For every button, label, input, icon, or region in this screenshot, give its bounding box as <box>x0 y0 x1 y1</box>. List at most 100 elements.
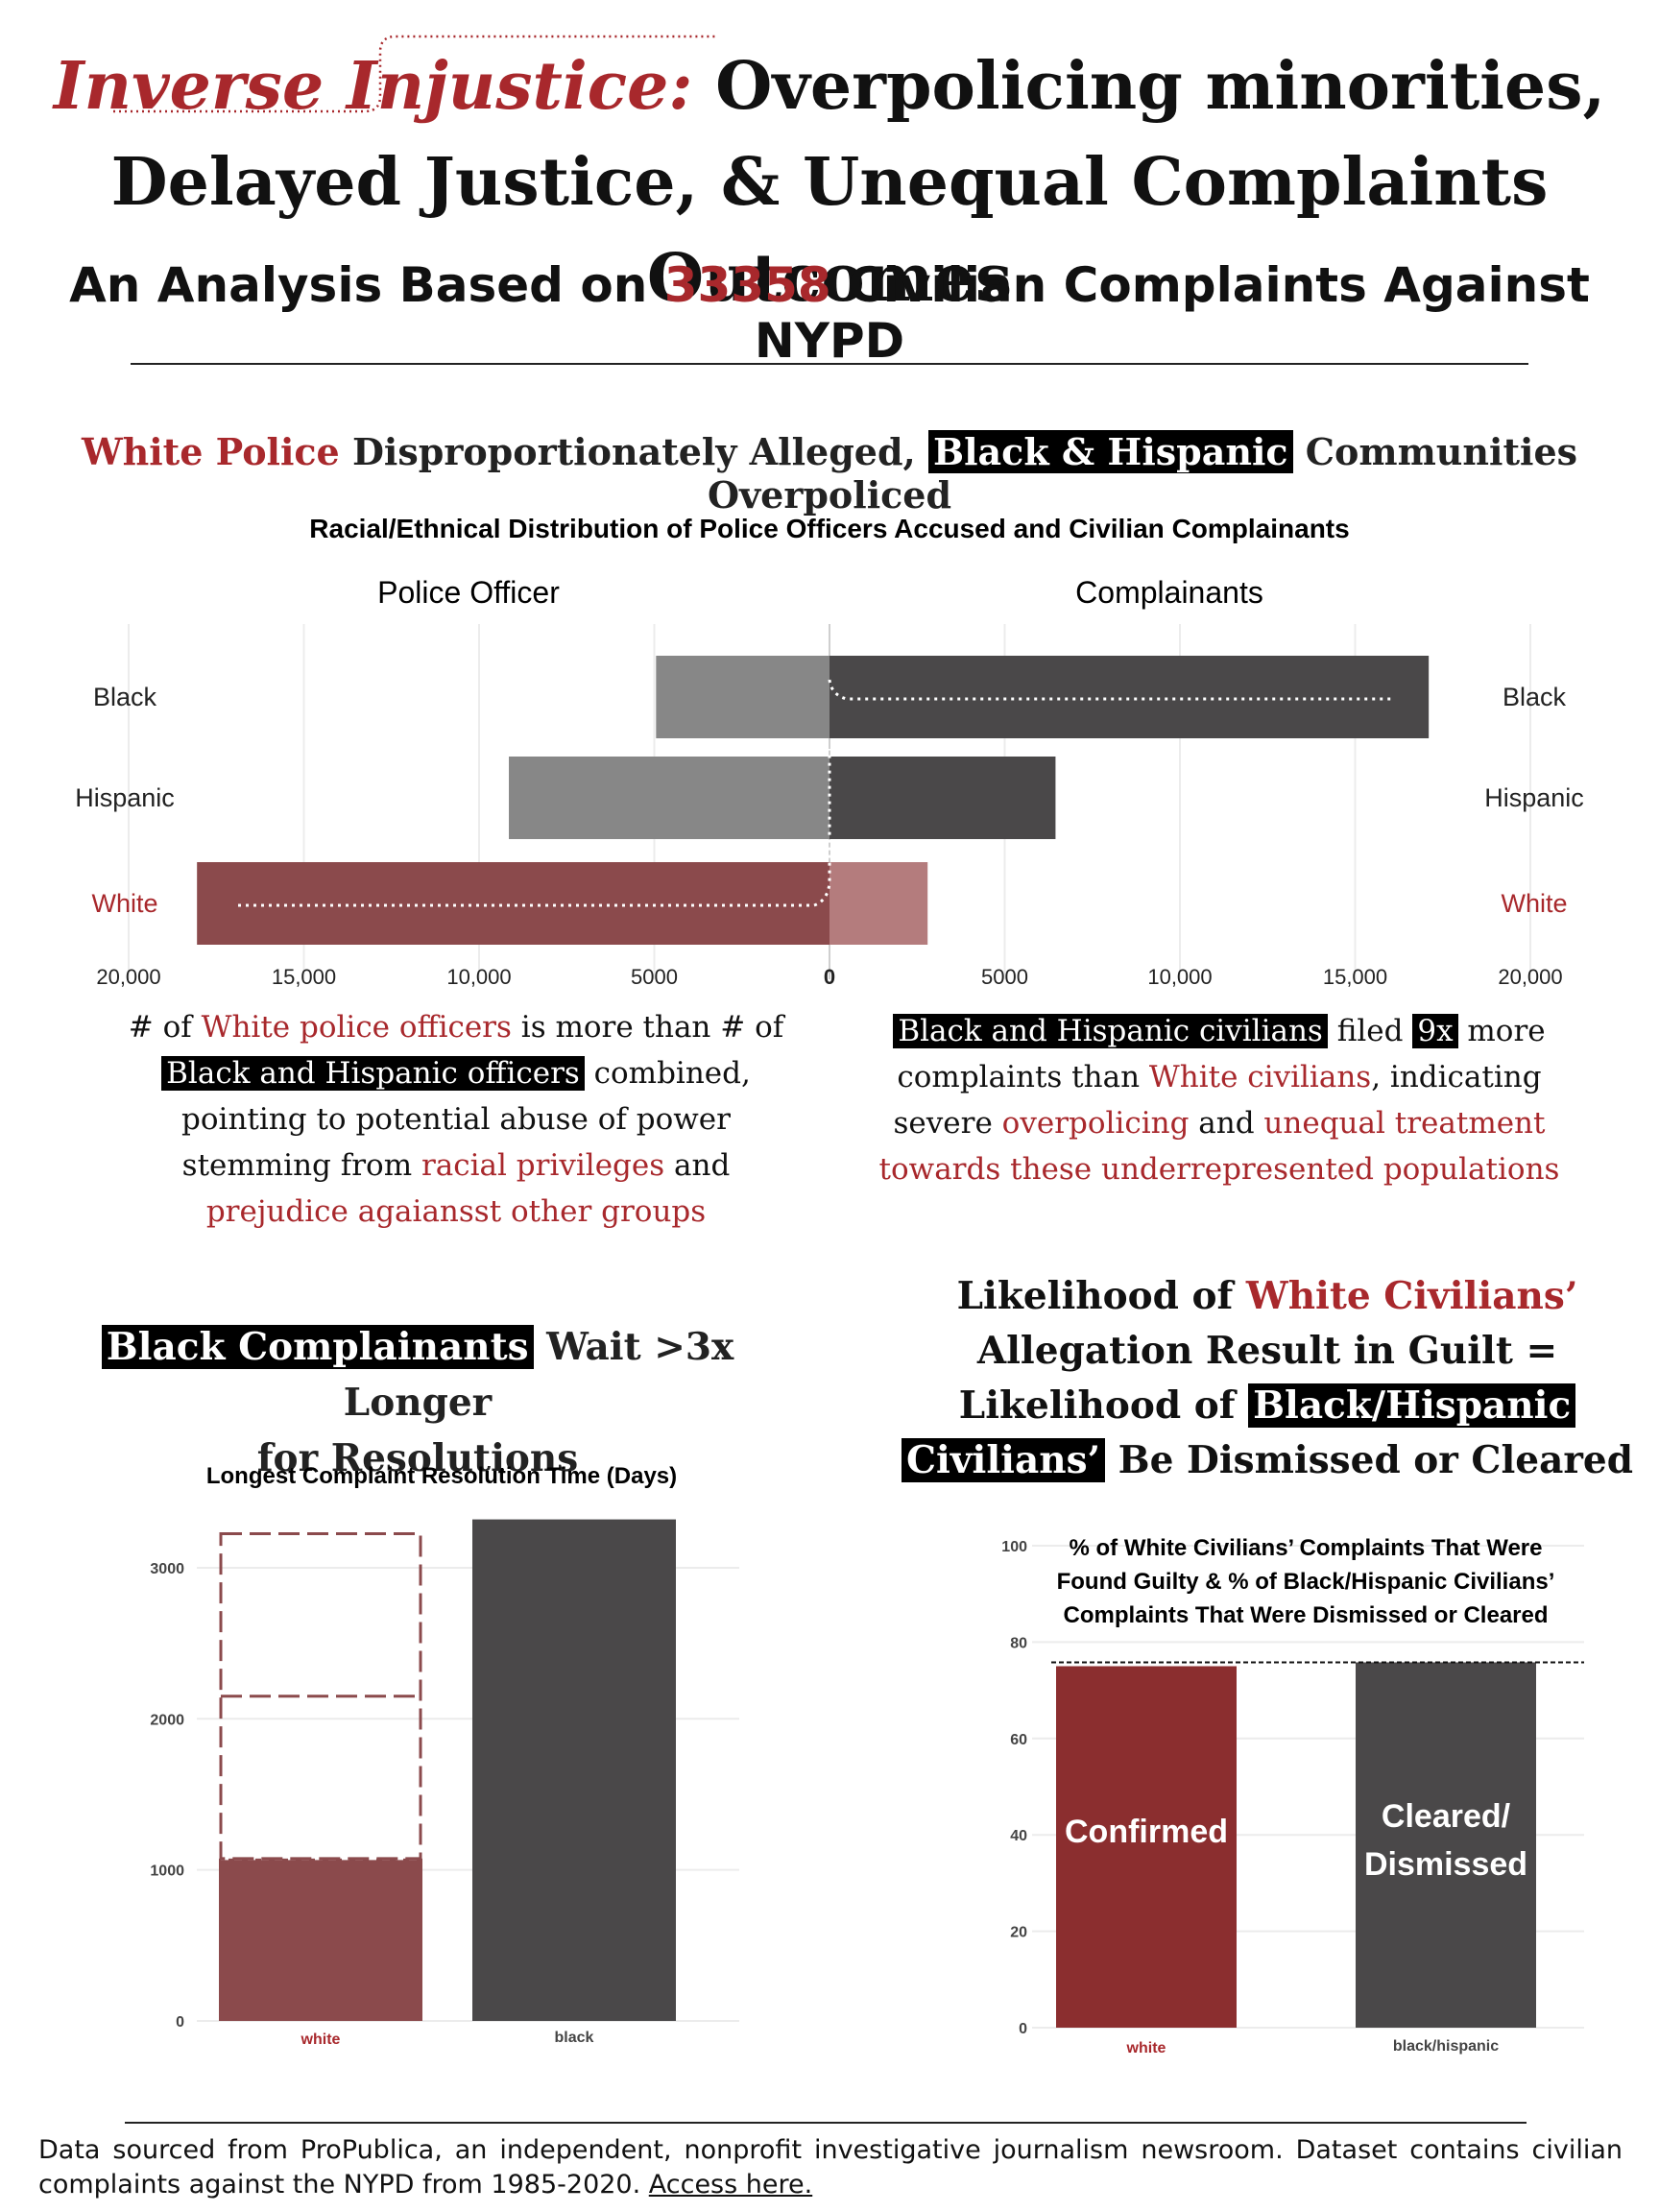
page-title: Inverse Injustice: Overpolicing minoriti… <box>0 38 1659 326</box>
complainant-bar-white <box>830 862 928 945</box>
headline-mid: Disproportionately Alleged, <box>339 430 928 473</box>
chart2-title: Longest Complaint Resolution Time (Days) <box>206 1463 677 1489</box>
s3-white-civilians: White Civilians’ <box>1245 1274 1578 1318</box>
title-line1-rest: Overpolicing minorities, <box>692 48 1606 125</box>
title-line-1: Inverse Injustice: Overpolicing minoriti… <box>0 38 1659 134</box>
outcome-bar-black-hispanic <box>1356 1662 1536 2028</box>
s3-civilians: Civilians’ <box>901 1438 1106 1482</box>
footer-text: Data sourced from ProPublica, an indepen… <box>38 2133 1623 2202</box>
s3-black-hispanic: Black/Hispanic <box>1248 1383 1576 1428</box>
subtitle: An Analysis Based on 33358 Civilian Comp… <box>0 257 1659 369</box>
section3-headline: Likelihood of White Civilians’ Allegatio… <box>864 1269 1659 1488</box>
outcome-bar-label: Confirmed <box>1065 1814 1228 1850</box>
s3-l1-pre: Likelihood of <box>956 1274 1246 1318</box>
subtitle-number: 33358 <box>663 257 831 313</box>
chart3-y-tick: 40 <box>1010 1828 1027 1844</box>
outcome-bar-white <box>1056 1666 1237 2028</box>
lc-p1: # of <box>128 1010 202 1045</box>
lc-p7: and <box>664 1148 731 1183</box>
chart1-x-tick: 15,000 <box>1323 965 1387 989</box>
chart3-y-tick: 100 <box>1001 1539 1027 1555</box>
officer-bar-white <box>197 862 830 945</box>
rc-p2: filed <box>1327 1014 1413 1048</box>
resolution-time-chart: Longest Complaint Resolution Time (Days)… <box>150 1463 739 2048</box>
footer-divider <box>125 2122 1527 2124</box>
triple-wait-outline <box>219 1532 422 1861</box>
section2-rest1: Wait >3x Longer <box>343 1325 734 1425</box>
category-label-left-white: White <box>91 889 157 918</box>
diverging-bar-chart: Racial/Ethnical Distribution of Police O… <box>75 514 1584 989</box>
outcome-likelihood-chart: 0 20 40 60 80 100 Confirmed Cleared/Dismissed wh… <box>1001 1535 1584 2056</box>
chart3-y-tick: 0 <box>1019 2021 1027 2037</box>
section3-line4: Civilians’ Be Dismissed or Cleared <box>864 1433 1659 1488</box>
chart1-left-label: Police Officer <box>377 575 560 610</box>
section2-headline: Black Complainants Wait >3x Longer for R… <box>38 1319 797 1486</box>
chart3-x-label-white: white <box>1126 2040 1166 2056</box>
category-label-right-hispanic: Hispanic <box>1484 783 1584 812</box>
section1-right-caption: Black and Hispanic civilians filed 9x mo… <box>874 1008 1565 1192</box>
chart2-y-tick: 0 <box>176 2014 184 2031</box>
officer-bar-hispanic <box>509 757 830 839</box>
chart3-y-tick: 80 <box>1010 1635 1027 1651</box>
headline-black-complainants: Black Complainants <box>101 1325 534 1369</box>
chart3-x-label-black-hispanic: black/hispanic <box>1393 2038 1499 2055</box>
chart1-title: Racial/Ethnical Distribution of Police O… <box>309 514 1349 543</box>
bar-black <box>472 1519 676 2021</box>
lc-white-officers: White police officers <box>201 1010 512 1045</box>
bar-white <box>219 1858 422 2021</box>
subtitle-pre: An Analysis Based on <box>69 257 664 313</box>
headline-end: Communities Overpoliced <box>707 430 1578 517</box>
headline-black-hispanic: Black & Hispanic <box>928 430 1293 473</box>
white-officers-flow-line <box>238 749 831 907</box>
chart2-x-label-black: black <box>555 2030 594 2046</box>
category-label-right-black: Black <box>1503 683 1567 711</box>
lc-p5: combined, pointing to potential abuse of… <box>181 1056 751 1183</box>
lc-prejudice: prejudice agaiansst other groups <box>205 1194 707 1229</box>
rc-p6: , indicating severe <box>893 1060 1542 1141</box>
chart3-title-line1: % of White Civilians’ Complaints That We… <box>1070 1535 1543 1561</box>
s3-l4-rest: Be Dismissed or Cleared <box>1105 1438 1633 1482</box>
rc-p8: and <box>1189 1106 1264 1141</box>
section3-line3: Likelihood of Black/Hispanic <box>864 1379 1659 1433</box>
complainant-bar-hispanic <box>830 757 1056 839</box>
outcome-bar-label: Cleared/ <box>1382 1798 1511 1835</box>
access-link[interactable]: Access here. <box>648 2170 813 2200</box>
headline-white-police: White Police <box>81 430 340 473</box>
chart1-x-tick: 5000 <box>631 965 678 989</box>
chart1-x-tick: 0 <box>824 965 835 989</box>
section2-line2: for Resolutions <box>256 1436 579 1480</box>
chart1-x-tick: 10,000 <box>1147 965 1212 989</box>
chart2-x-label-white: white <box>301 2032 341 2048</box>
chart2-y-tick: 1000 <box>150 1863 184 1880</box>
title-line-2: Delayed Justice, & Unequal Complaints Ou… <box>110 144 1549 317</box>
category-label-right-white: White <box>1501 889 1567 918</box>
black-complainants-flow-line <box>828 679 1392 701</box>
rc-black-hispanic-civilians: Black and Hispanic civilians <box>893 1014 1328 1048</box>
rc-white-civilians: White civilians <box>1148 1060 1372 1094</box>
chart3-title-line3: Complaints That Were Dismissed or Cleare… <box>1063 1602 1548 1628</box>
lc-p3: is more than # of <box>511 1010 784 1045</box>
chart1-x-tick: 15,000 <box>272 965 336 989</box>
rc-unequal-treatment: unequal treatment towards these underrep… <box>878 1106 1560 1187</box>
rc-p4: more complaints than <box>897 1014 1546 1094</box>
chart1-x-tick: 20,000 <box>1498 965 1562 989</box>
rc-9x: 9x <box>1412 1014 1458 1048</box>
header-divider <box>131 363 1528 365</box>
s3-l3-pre: Likelihood of <box>958 1383 1249 1428</box>
chart1-x-tick: 5000 <box>981 965 1028 989</box>
chart3-y-tick: 60 <box>1010 1732 1027 1748</box>
chart2-y-tick: 2000 <box>150 1712 184 1728</box>
section3-line2: Allegation Result in Guilt = <box>976 1329 1558 1373</box>
footer-source: Data sourced from ProPublica, an indepen… <box>38 2135 1623 2200</box>
chart2-y-tick: 3000 <box>150 1561 184 1577</box>
title-highlight: Inverse Injustice: <box>53 48 693 125</box>
category-label-left-hispanic: Hispanic <box>75 783 175 812</box>
chart1-x-tick: 10,000 <box>446 965 511 989</box>
outcome-bar-label: Dismissed <box>1364 1846 1527 1883</box>
lc-racial-privileges: racial privileges <box>421 1148 665 1183</box>
chart1-right-label: Complainants <box>1075 575 1263 610</box>
section3-line1: Likelihood of White Civilians’ <box>864 1269 1659 1324</box>
rc-overpolicing: overpolicing <box>1001 1106 1190 1141</box>
subtitle-post: Civilian Complaints Against NYPD <box>754 257 1590 369</box>
section1-left-caption: # of White police officers is more than … <box>125 1004 787 1235</box>
